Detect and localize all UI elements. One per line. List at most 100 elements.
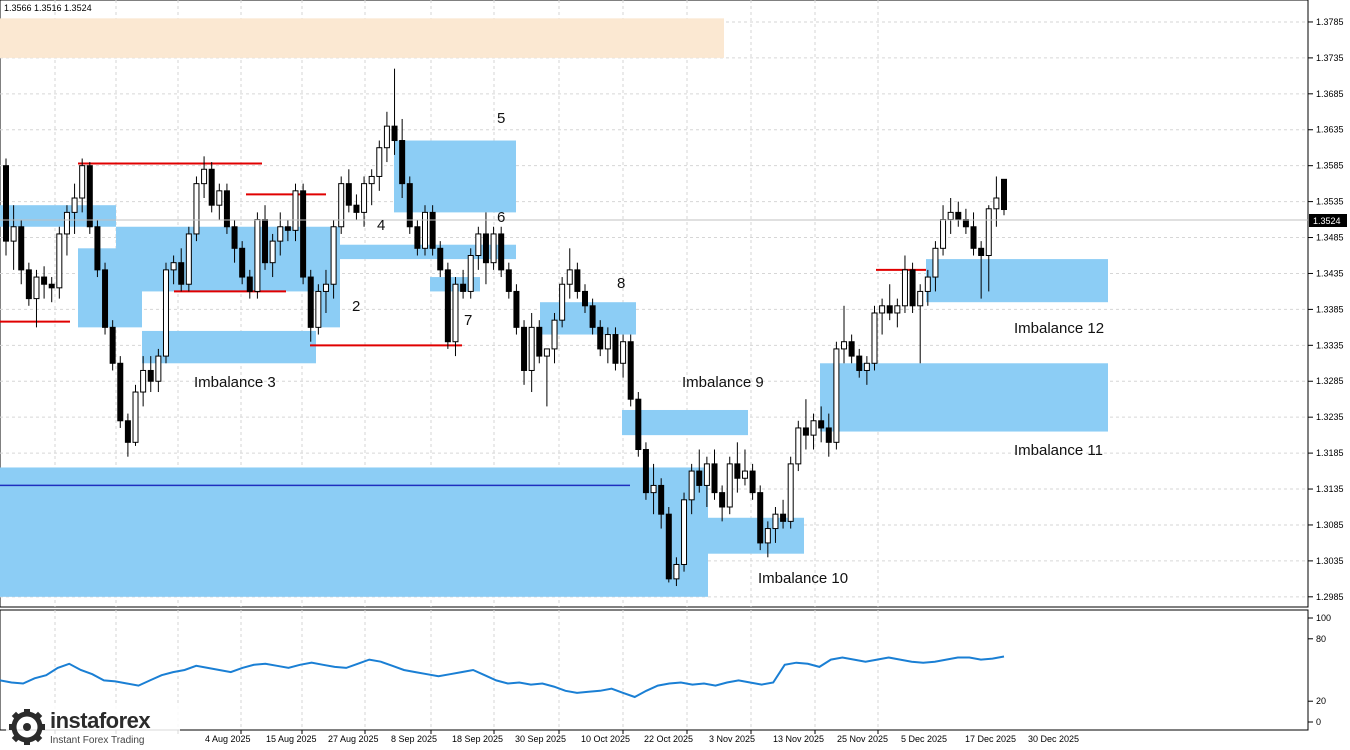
horizontal-levels bbox=[0, 162, 926, 487]
candle-bull bbox=[917, 290, 924, 307]
candle-bear bbox=[612, 334, 619, 364]
candle-bear bbox=[284, 226, 291, 231]
imbalance-zone bbox=[142, 330, 316, 364]
wave-label-4: 4 bbox=[377, 217, 385, 234]
candle-bear bbox=[962, 219, 969, 228]
osc-tick-label: 20 bbox=[1316, 696, 1326, 706]
candle-bear bbox=[658, 484, 665, 515]
candle-bull bbox=[810, 420, 817, 436]
ohlc-header: 1.3566 1.3516 1.3524 bbox=[4, 3, 92, 13]
candle-bear bbox=[391, 125, 398, 142]
candle-bull bbox=[871, 312, 878, 364]
time-tick-label: 8 Sep 2025 bbox=[391, 734, 437, 744]
candle-bear bbox=[239, 247, 246, 278]
candle-bull bbox=[132, 391, 139, 443]
price-tick-label: 1.2985 bbox=[1316, 592, 1344, 602]
candle-bear bbox=[460, 283, 467, 292]
candle-bear bbox=[955, 211, 962, 221]
candle-bear bbox=[498, 233, 505, 271]
candle-bear bbox=[307, 276, 314, 328]
imbalance-zone bbox=[708, 517, 804, 554]
candle-bull bbox=[422, 211, 429, 249]
candle-bull bbox=[543, 348, 550, 357]
candle-bear bbox=[48, 283, 55, 289]
imbalance-zone bbox=[622, 409, 748, 436]
candle-bear bbox=[18, 226, 25, 271]
imbalance-zones bbox=[0, 18, 1108, 597]
candle-bear bbox=[665, 513, 672, 580]
candle-bear bbox=[856, 355, 863, 371]
candle-bear bbox=[521, 326, 528, 371]
candle-bull bbox=[56, 233, 63, 289]
candle-bear bbox=[86, 165, 93, 228]
candle-bear bbox=[482, 233, 489, 264]
candle-bear bbox=[124, 420, 131, 443]
candle-bear bbox=[406, 183, 413, 228]
time-tick-label: 30 Dec 2025 bbox=[1028, 734, 1079, 744]
candlesticks bbox=[3, 68, 1007, 587]
candle-bear bbox=[886, 305, 893, 314]
price-tick-label: 1.3785 bbox=[1316, 17, 1344, 27]
candle-bull bbox=[475, 233, 482, 256]
price-tick-label: 1.3335 bbox=[1316, 340, 1344, 350]
candle-bear bbox=[246, 276, 253, 292]
osc-tick-label: 0 bbox=[1316, 717, 1321, 727]
time-tick-label: 10 Oct 2025 bbox=[581, 734, 630, 744]
candle-bull bbox=[10, 226, 17, 242]
time-tick-label: 30 Sep 2025 bbox=[515, 734, 566, 744]
candle-bear bbox=[597, 326, 604, 350]
candle-bull bbox=[33, 276, 40, 300]
candle-bear bbox=[178, 262, 185, 285]
candle-bull bbox=[322, 283, 329, 292]
imbalance-12-label: Imbalance 12 bbox=[1014, 320, 1104, 337]
candle-bear bbox=[642, 449, 649, 494]
candle-bull bbox=[879, 305, 886, 314]
price-tick-label: 1.3285 bbox=[1316, 376, 1344, 386]
price-tick-label: 1.3535 bbox=[1316, 197, 1344, 207]
price-tick-label: 1.3135 bbox=[1316, 484, 1344, 494]
wave-label-2: 2 bbox=[352, 298, 360, 315]
candle-bull bbox=[528, 326, 535, 371]
gear-logo-icon bbox=[9, 709, 45, 745]
wave-label-7: 7 bbox=[464, 312, 472, 329]
candle-bear bbox=[399, 140, 406, 185]
candle-bear bbox=[627, 341, 634, 400]
candle-bull bbox=[764, 528, 771, 544]
logo-name: instaforex bbox=[50, 708, 151, 733]
candle-bear bbox=[117, 362, 124, 422]
wave-label-5: 5 bbox=[497, 110, 505, 127]
candle-bear bbox=[589, 305, 596, 328]
candle-bear bbox=[574, 269, 581, 292]
candle-bull bbox=[368, 175, 375, 185]
candle-bull bbox=[940, 219, 947, 249]
candle-bear bbox=[970, 226, 977, 249]
main-pane-frame bbox=[0, 0, 1309, 608]
candle-bull bbox=[863, 362, 870, 371]
candle-bull bbox=[726, 463, 733, 508]
candle-bear bbox=[231, 226, 238, 249]
candle-bear bbox=[429, 211, 436, 249]
candle-bear bbox=[909, 269, 916, 307]
osc-tick-label: 80 bbox=[1316, 634, 1326, 644]
imbalance-zone bbox=[926, 259, 1108, 303]
candle-bear bbox=[345, 183, 352, 206]
candle-bull bbox=[170, 262, 177, 271]
candle-bear bbox=[147, 369, 154, 382]
oscillator-pane-frame bbox=[0, 609, 1309, 731]
candle-bull bbox=[841, 341, 848, 350]
price-tick-label: 1.3185 bbox=[1316, 448, 1344, 458]
candle-bull bbox=[277, 226, 284, 242]
candle-bull bbox=[924, 276, 931, 292]
candle-bull bbox=[551, 319, 558, 350]
time-tick-label: 13 Nov 2025 bbox=[773, 734, 824, 744]
price-tick-label: 1.3735 bbox=[1316, 53, 1344, 63]
time-tick-label: 4 Aug 2025 bbox=[205, 734, 251, 744]
candle-bull bbox=[193, 183, 200, 235]
instaforex-logo: instaforex Instant Forex Trading bbox=[6, 706, 180, 748]
price-axis: 1.3785 1.3735 1.3685 1.3635 1.3585 1.3535 1.34… bbox=[1308, 17, 1344, 602]
candle-bull bbox=[787, 463, 794, 522]
candle-bear bbox=[94, 226, 101, 271]
candle-bear bbox=[825, 427, 832, 443]
candle-bull bbox=[155, 355, 162, 382]
